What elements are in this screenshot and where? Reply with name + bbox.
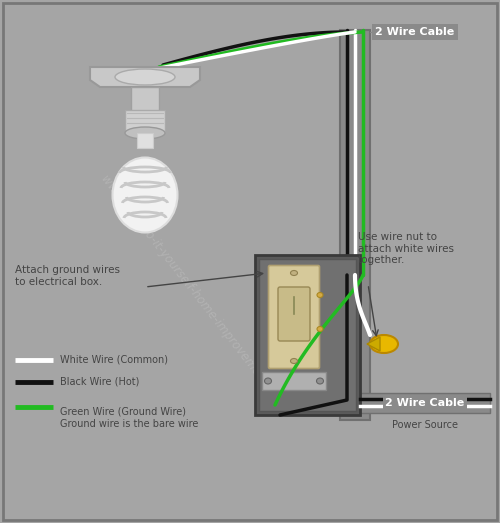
Ellipse shape (370, 335, 398, 353)
Text: Power Source: Power Source (392, 420, 458, 430)
Polygon shape (90, 67, 200, 87)
Ellipse shape (317, 292, 323, 298)
Text: 2 Wire Cable: 2 Wire Cable (376, 27, 454, 37)
Bar (255, 255, 360, 415)
FancyBboxPatch shape (268, 266, 320, 369)
Text: Use wire nut to
attach white wires
together.: Use wire nut to attach white wires toget… (358, 232, 454, 265)
Ellipse shape (316, 378, 324, 384)
Ellipse shape (264, 378, 272, 384)
Bar (131, 87, 159, 112)
Polygon shape (367, 337, 380, 351)
Bar (360, 393, 490, 413)
Text: White Wire (Common): White Wire (Common) (60, 355, 168, 365)
Ellipse shape (112, 157, 178, 233)
Text: 2 Wire Cable: 2 Wire Cable (386, 398, 464, 408)
Bar (125, 110, 165, 132)
Bar (262, 372, 326, 390)
Ellipse shape (125, 127, 165, 139)
Text: Green Wire (Ground Wire)
Ground wire is the bare wire: Green Wire (Ground Wire) Ground wire is … (60, 407, 198, 429)
Ellipse shape (317, 326, 323, 332)
Ellipse shape (115, 69, 175, 85)
Text: Black Wire (Hot): Black Wire (Hot) (60, 377, 140, 387)
Text: Attach ground wires
to electrical box.: Attach ground wires to electrical box. (15, 265, 120, 287)
Ellipse shape (290, 358, 298, 363)
Text: www.easy-do-it-yourself-home-improvements.com: www.easy-do-it-yourself-home-improvement… (98, 174, 292, 416)
Bar (340, 30, 370, 420)
FancyBboxPatch shape (278, 287, 310, 341)
Ellipse shape (290, 270, 298, 276)
Bar (259, 259, 356, 411)
Bar (137, 133, 153, 148)
